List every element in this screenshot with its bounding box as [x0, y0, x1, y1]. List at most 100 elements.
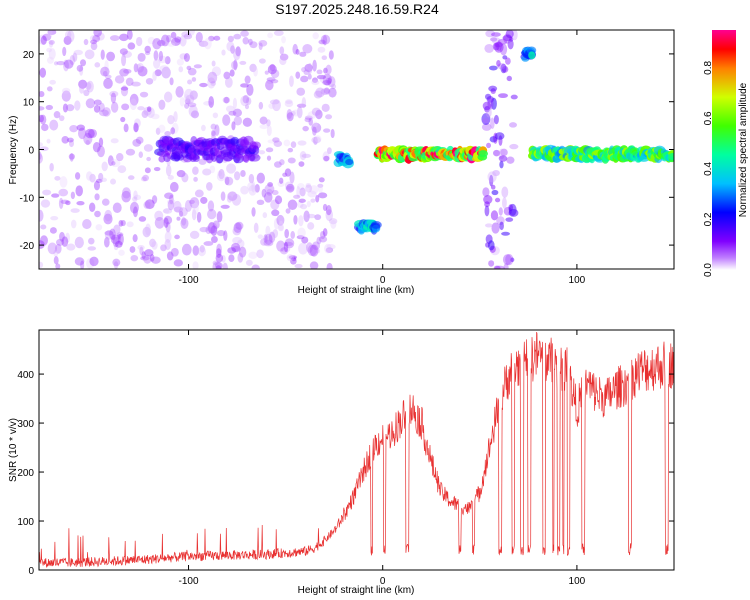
spectrogram-noise-cell: [273, 30, 284, 36]
spectrogram-noise-cell: [65, 232, 70, 243]
spectrogram-noise-cell: [286, 254, 294, 262]
spectrogram-noise-cell: [63, 59, 69, 72]
spectrogram-noise-cell: [328, 50, 334, 60]
spectrogram-noise-cell: [322, 73, 332, 86]
spectrogram-noise-cell: [232, 97, 238, 110]
spectrogram-noise-cell: [137, 106, 145, 111]
spectrogram-noise-cell: [486, 142, 492, 149]
spectrogram-noise-cell: [85, 82, 92, 90]
spectrogram-noise-cell: [320, 88, 331, 95]
spectrogram-noise-cell: [89, 173, 96, 183]
spectrogram-echo-cell: [201, 140, 213, 150]
spectrogram-noise-cell: [498, 207, 503, 216]
spectrogram-noise-cell: [70, 208, 80, 213]
spectrogram-noise-cell: [141, 251, 146, 260]
spectrogram-echo-cell: [163, 152, 171, 163]
spectrogram-noise-cell: [224, 176, 230, 186]
spectrogram-noise-cell: [64, 59, 74, 69]
spectrogram-noise-cell: [276, 214, 285, 226]
spectrogram-noise-cell: [179, 210, 184, 217]
spectrogram-noise-cell: [87, 246, 97, 251]
spectrogram-noise-cell: [485, 106, 492, 118]
spectrogram-noise-cell: [509, 143, 519, 150]
spectrogram-noise-cell: [489, 174, 494, 187]
spectrogram-noise-cell: [82, 218, 92, 230]
spectrogram-noise-cell: [78, 79, 88, 89]
spectrogram-noise-cell: [161, 66, 171, 79]
spectrogram-noise-cell: [323, 87, 330, 94]
spectrogram-noise-cell: [481, 123, 492, 131]
spectrogram-noise-cell: [499, 221, 504, 231]
spectrogram-noise-cell: [284, 168, 292, 177]
spectrogram-noise-cell: [510, 94, 518, 100]
spectrogram-noise-cell: [130, 254, 139, 262]
spectrogram-noise-cell: [140, 256, 150, 261]
spectrogram-noise-cell: [304, 63, 313, 73]
spectrogram-noise-cell: [491, 32, 501, 37]
spectrogram-noise-cell: [133, 190, 138, 200]
spectrogram-noise-cell: [290, 231, 296, 239]
spectrogram-noise-cell: [231, 194, 242, 206]
spectrogram-noise-cell: [314, 214, 322, 221]
spectrogram-noise-cell: [212, 220, 220, 229]
spectrogram-noise-cell: [69, 124, 78, 133]
spectrogram-noise-cell: [212, 260, 219, 266]
spectrogram-noise-cell: [499, 160, 504, 169]
spectrogram-noise-cell: [139, 91, 149, 98]
spectrogram-noise-cell: [120, 219, 126, 227]
spectrogram-noise-cell: [192, 202, 199, 215]
spectrogram-noise-cell: [93, 30, 102, 37]
spectrogram-noise-cell: [488, 260, 495, 267]
spectrogram-noise-cell: [297, 183, 305, 191]
spectrogram-noise-cell: [506, 156, 515, 164]
spectrogram-noise-cell: [228, 254, 235, 262]
spectrogram-noise-cell: [482, 101, 492, 111]
spectrogram-noise-cell: [323, 155, 330, 162]
spectrogram-noise-cell: [133, 122, 139, 133]
spectrogram-echo-cell: [345, 158, 354, 166]
spectrogram-echo-cell: [188, 154, 200, 161]
spectrogram-noise-cell: [285, 185, 295, 191]
colorbar-tick-label: 0.0: [703, 263, 714, 277]
spectrogram-noise-cell: [74, 100, 81, 111]
spectrogram-noise-cell: [309, 261, 319, 269]
spectrogram-noise-cell: [260, 238, 268, 246]
spectrogram-noise-cell: [203, 101, 213, 106]
spectrogram-noise-cell: [164, 130, 171, 137]
spectrogram-noise-cell: [169, 181, 179, 193]
spectrogram-noise-cell: [133, 194, 142, 201]
spectrogram-noise-cell: [207, 222, 218, 234]
spectrogram-noise-cell: [326, 244, 336, 250]
spectrogram-noise-cell: [238, 246, 247, 258]
spectrogram-noise-cell: [207, 77, 216, 89]
spectrogram-noise-cell: [127, 175, 135, 180]
spectrogram-noise-cell: [493, 149, 501, 157]
spectrogram-noise-cell: [221, 255, 226, 263]
spectrogram-noise-cell: [247, 182, 255, 191]
spectrogram-noise-cell: [136, 62, 145, 73]
spectrogram-noise-cell: [167, 199, 176, 205]
spectrogram-noise-cell: [244, 75, 251, 84]
spectrogram-noise-cell: [97, 145, 105, 158]
spectrogram-noise-cell: [74, 172, 81, 180]
spectrogram-noise-cell: [246, 97, 252, 105]
spectrogram-noise-cell: [144, 45, 151, 54]
spectrogram-noise-cell: [131, 81, 141, 87]
spectrogram-noise-cell: [284, 100, 294, 108]
spectrogram-noise-cell: [133, 118, 141, 128]
spectrogram-noise-cell: [271, 190, 279, 196]
spectrogram-noise-cell: [303, 210, 310, 223]
spectrogram-noise-cell: [114, 75, 125, 84]
spectrogram-noise-cell: [321, 55, 328, 61]
spectrogram-noise-cell: [196, 211, 202, 223]
spectrogram-noise-cell: [46, 56, 54, 64]
spectrogram-noise-cell: [502, 254, 512, 266]
spectrogram-noise-cell: [285, 208, 291, 214]
spectrogram-noise-cell: [217, 170, 223, 177]
spectrogram-noise-cell: [296, 87, 306, 96]
spectrogram-noise-cell: [239, 60, 247, 65]
spectrogram-noise-cell: [280, 247, 289, 255]
spectrogram-noise-cell: [83, 89, 90, 97]
spectrogram-noise-cell: [235, 46, 241, 57]
spectrogram-noise-cell: [39, 114, 47, 125]
